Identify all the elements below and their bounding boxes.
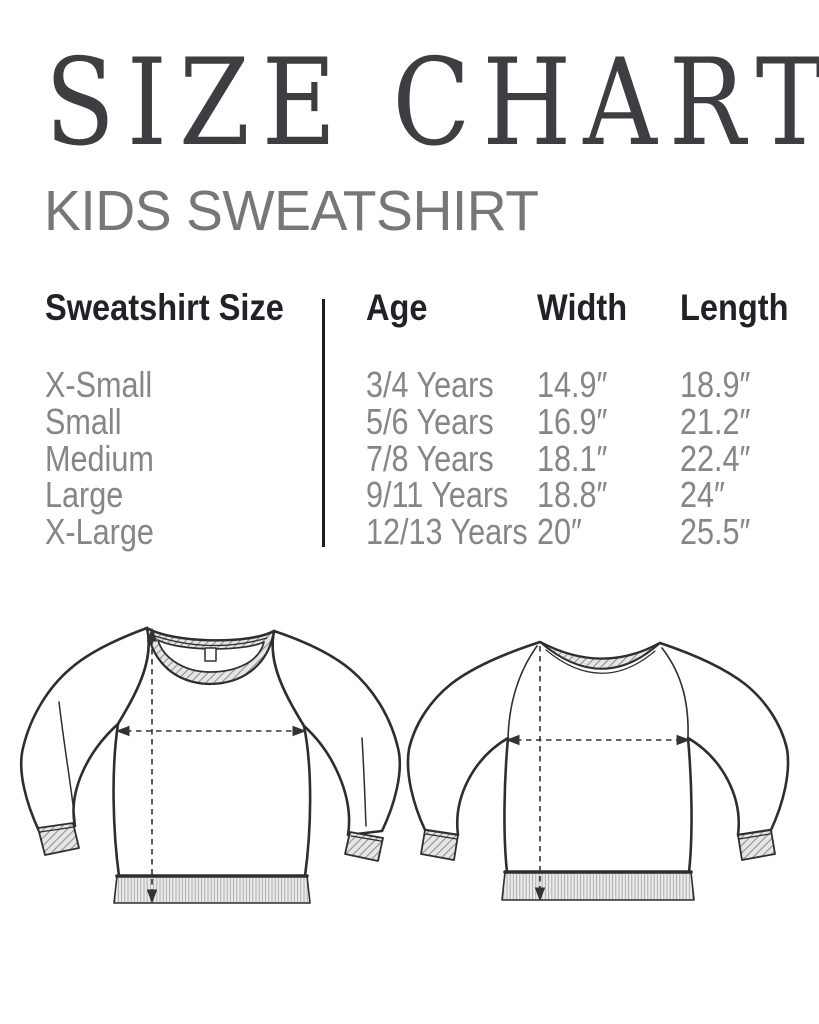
age-value: 7/8 Years (366, 438, 494, 479)
age-value: 9/11 Years (366, 474, 509, 515)
sweatshirt-front-drawing (19, 626, 402, 904)
header-width: Width (537, 289, 639, 326)
length-value: 21.2″ (680, 401, 751, 442)
page-subtitle: KIDS SWEATSHIRT (44, 179, 539, 243)
size-cell: X-Large (45, 514, 173, 550)
size-cell: Large (45, 477, 137, 513)
length-value: 18.9″ (680, 364, 751, 405)
back-right-cuff-seam (738, 833, 771, 840)
size-cell: Medium (45, 441, 173, 477)
width-cell: 18.8″ (537, 477, 620, 513)
sweatshirt-back-drawing (406, 640, 790, 902)
table-row: Medium 7/8 Years 18.1″ 22.4″ (0, 441, 819, 481)
age-cell: 9/11 Years (366, 477, 533, 513)
table-row: X-Small 3/4 Years 14.9″ 18.9″ (0, 367, 819, 407)
header-size: Sweatshirt Size (45, 289, 316, 326)
table-row: Large 9/11 Years 18.8″ 24″ (0, 477, 819, 517)
width-value: 20″ (537, 511, 582, 552)
header-age: Age (366, 289, 436, 326)
length-arrow-down (146, 889, 158, 904)
back-armhole-seam-left (507, 645, 538, 739)
header-size-label: Sweatshirt Size (45, 287, 284, 328)
front-right-cuff-seam (350, 835, 382, 842)
page-title: SIZE CHART (45, 34, 819, 173)
width-arrow-right (676, 734, 691, 746)
size-value: Medium (45, 438, 154, 479)
header-age-label: Age (366, 287, 428, 328)
age-cell: 12/13 Years (366, 514, 556, 550)
front-back-neck-seam (154, 635, 268, 647)
front-sleeve-seam-left (58, 701, 76, 822)
size-table: Sweatshirt Size Age Width Length X-Small… (0, 289, 819, 554)
width-value: 14.9″ (537, 364, 608, 405)
column-divider (322, 299, 325, 547)
size-value: X-Small (45, 364, 153, 405)
width-arrow-right (292, 725, 307, 737)
length-cell: 22.4″ (680, 441, 763, 477)
width-value: 18.8″ (537, 474, 608, 515)
width-cell: 14.9″ (537, 367, 620, 403)
width-arrow-left (505, 734, 520, 746)
back-armhole-seam-right (661, 647, 689, 739)
header-length: Length (680, 289, 803, 326)
length-cell: 24″ (680, 477, 733, 513)
length-cell: 25.5″ (680, 514, 763, 550)
width-value: 16.9″ (537, 401, 608, 442)
table-row: Small 5/6 Years 16.9″ 21.2″ (0, 404, 819, 444)
width-cell: 20″ (537, 514, 590, 550)
size-value: Small (45, 401, 122, 442)
header-length-label: Length (680, 287, 789, 328)
table-header-row: Sweatshirt Size Age Width Length (0, 289, 819, 331)
size-value: X-Large (45, 511, 154, 552)
front-left-cuff (37, 822, 80, 856)
front-sleeve-seam-right (361, 737, 367, 827)
width-value: 18.1″ (537, 438, 608, 479)
back-collar-seam (545, 649, 656, 674)
width-arrow-left (115, 725, 130, 737)
age-value: 3/4 Years (366, 364, 494, 405)
size-cell: X-Small (45, 367, 171, 403)
back-silhouette (406, 640, 790, 874)
age-cell: 7/8 Years (366, 441, 516, 477)
age-value: 12/13 Years (366, 511, 528, 552)
length-arrow-down (534, 887, 546, 902)
length-value: 25.5″ (680, 511, 751, 552)
front-left-cuff-seam (39, 826, 75, 833)
age-value: 5/6 Years (366, 401, 494, 442)
size-value: Large (45, 474, 124, 515)
age-cell: 5/6 Years (366, 404, 516, 440)
age-cell: 3/4 Years (366, 367, 516, 403)
back-left-cuff-seam (425, 833, 458, 840)
length-value: 24″ (680, 474, 725, 515)
neck-label (204, 647, 217, 662)
length-cell: 18.9″ (680, 367, 763, 403)
table-row: X-Large 12/13 Years 20″ 25.5″ (0, 514, 819, 554)
back-collar (539, 641, 661, 670)
length-arrow-up (146, 627, 158, 642)
width-cell: 16.9″ (537, 404, 620, 440)
width-cell: 18.1″ (537, 441, 620, 477)
header-width-label: Width (537, 287, 628, 328)
length-cell: 21.2″ (680, 404, 763, 440)
length-value: 22.4″ (680, 438, 751, 479)
back-waistband (501, 871, 695, 901)
size-cell: Small (45, 404, 135, 440)
front-waistband (113, 875, 311, 904)
